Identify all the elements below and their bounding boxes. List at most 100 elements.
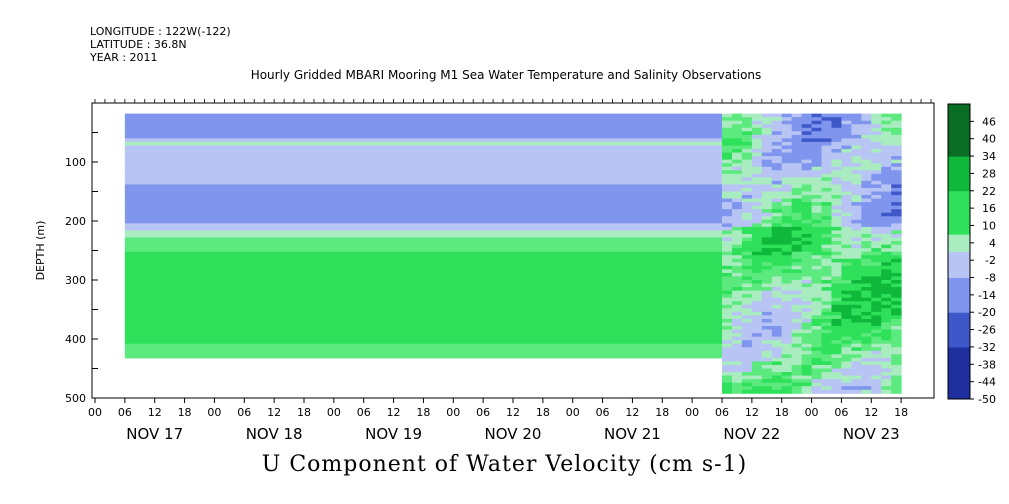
heatmap-cell xyxy=(751,138,763,143)
heatmap-cell xyxy=(741,216,753,221)
heatmap-cell xyxy=(722,283,733,288)
heatmap-cell xyxy=(722,354,733,359)
heatmap-cell xyxy=(851,120,862,125)
heatmap-cell xyxy=(741,145,753,150)
heatmap-cell xyxy=(801,131,813,136)
heatmap-cell xyxy=(871,326,882,331)
heatmap-cell xyxy=(741,124,753,129)
colorbar-label: -44 xyxy=(978,376,996,389)
heatmap-cell xyxy=(801,329,813,334)
heatmap-cell xyxy=(891,184,902,189)
heatmap-cell xyxy=(811,134,823,139)
heatmap-band xyxy=(124,347,723,352)
heatmap-cell xyxy=(801,280,813,285)
colorbar-label: 16 xyxy=(982,202,996,215)
heatmap-cell xyxy=(731,297,743,302)
heatmap-cell xyxy=(791,127,803,132)
heatmap-cell xyxy=(741,368,753,373)
heatmap-cell xyxy=(831,283,842,288)
heatmap-cell xyxy=(731,120,743,125)
heatmap-cell xyxy=(781,184,793,189)
colorbar-swatch xyxy=(948,156,970,166)
heatmap-cell xyxy=(801,209,813,214)
colorbar-swatch xyxy=(948,216,970,226)
heatmap-cell xyxy=(861,280,872,285)
heatmap-cell xyxy=(722,272,733,277)
heatmap-cell xyxy=(751,166,763,171)
heatmap-cell xyxy=(761,241,773,246)
heatmap-cell xyxy=(891,333,902,338)
heatmap-cell xyxy=(722,145,733,150)
heatmap-cell xyxy=(801,276,813,281)
heatmap-cell xyxy=(861,364,872,369)
heatmap-cell xyxy=(811,226,823,231)
heatmap-cell xyxy=(801,269,813,274)
heatmap-cell xyxy=(801,389,813,394)
heatmap-cell xyxy=(811,170,823,175)
heatmap-cell xyxy=(741,297,753,302)
heatmap-cell xyxy=(761,311,773,316)
heatmap-band xyxy=(124,311,723,316)
heatmap-cell xyxy=(771,287,783,292)
colorbar-label: -26 xyxy=(978,324,996,337)
x-tick-label: 18 xyxy=(775,406,789,419)
heatmap-cell xyxy=(731,138,743,143)
heatmap-cell xyxy=(841,290,852,295)
heatmap-band xyxy=(124,269,723,274)
heatmap-cell xyxy=(881,294,892,299)
heatmap-cell xyxy=(881,248,892,253)
heatmap-cell xyxy=(791,184,803,189)
heatmap-cell xyxy=(841,223,852,228)
x-tick-label: 06 xyxy=(118,406,132,419)
heatmap-cell xyxy=(771,251,783,256)
heatmap-cell xyxy=(851,184,862,189)
heatmap-cell xyxy=(861,272,872,277)
heatmap-cell xyxy=(881,113,892,118)
heatmap-cell xyxy=(771,333,783,338)
heatmap-cell xyxy=(831,152,842,157)
heatmap-cell xyxy=(781,195,793,200)
heatmap-cell xyxy=(811,159,823,164)
heatmap-cell xyxy=(821,389,832,394)
heatmap-cell xyxy=(851,156,862,161)
heatmap-cell xyxy=(791,152,803,157)
heatmap-cell xyxy=(791,233,803,239)
heatmap-cell xyxy=(731,202,743,207)
heatmap-cell xyxy=(841,283,852,288)
heatmap-cell xyxy=(831,180,842,185)
heatmap-band xyxy=(124,223,723,228)
heatmap-cell xyxy=(881,308,892,313)
heatmap-cell xyxy=(781,368,793,373)
colorbar-swatch xyxy=(948,138,970,148)
heatmap-cell xyxy=(791,258,803,263)
heatmap-cell xyxy=(851,170,862,175)
heatmap-cell xyxy=(891,159,902,164)
heatmap-cell xyxy=(841,216,852,221)
heatmap-cell xyxy=(871,280,882,285)
longitude-label: LONGITUDE : 122W(-122) xyxy=(90,25,231,38)
heatmap-cell xyxy=(891,209,902,214)
heatmap-cell xyxy=(891,372,902,377)
heatmap-cell xyxy=(791,389,803,394)
heatmap-cell xyxy=(801,241,813,246)
heatmap-cell xyxy=(841,152,852,157)
heatmap-cell xyxy=(791,212,803,217)
heatmap-band xyxy=(124,297,723,302)
heatmap-cell xyxy=(871,269,882,274)
heatmap-cell xyxy=(811,265,823,270)
heatmap-cell xyxy=(821,265,832,270)
heatmap-cell xyxy=(771,198,783,203)
heatmap-cell xyxy=(861,318,872,323)
heatmap-cell xyxy=(861,198,872,203)
heatmap-cell xyxy=(741,294,753,299)
heatmap-cell xyxy=(771,368,783,373)
heatmap-cell xyxy=(741,333,753,338)
heatmap-cell xyxy=(801,354,813,359)
heatmap-cell xyxy=(841,205,852,210)
heatmap-cell xyxy=(811,251,823,256)
heatmap-band xyxy=(124,163,723,168)
heatmap-cell xyxy=(771,343,783,348)
heatmap-cell xyxy=(811,209,823,214)
heatmap-cell xyxy=(771,170,783,175)
heatmap-cell xyxy=(731,131,743,136)
